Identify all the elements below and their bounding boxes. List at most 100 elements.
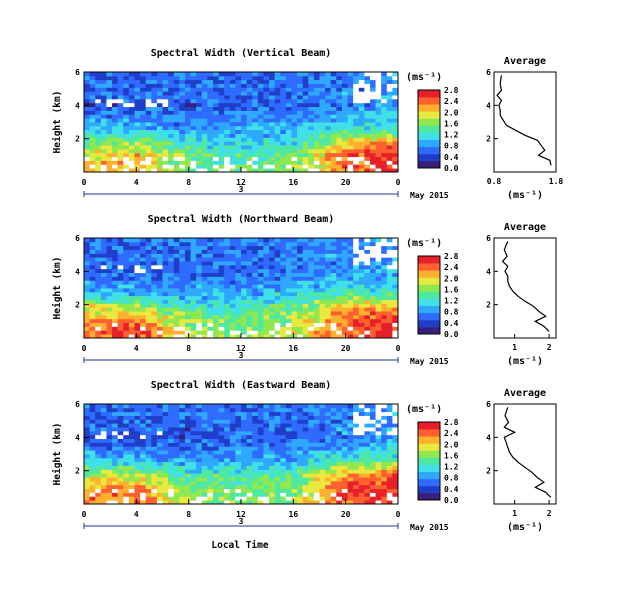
- heatmap-cell: [308, 330, 315, 335]
- heatmap-cell: [325, 311, 332, 316]
- heatmap-cell: [341, 465, 348, 470]
- heatmap-cell: [145, 322, 152, 327]
- heatmap-cell: [386, 430, 393, 436]
- heatmap-cell: [201, 404, 208, 409]
- heatmap-cell: [235, 75, 242, 81]
- heatmap-cell: [246, 160, 253, 165]
- heatmap-cell: [269, 465, 276, 470]
- heatmap-cell: [179, 75, 186, 81]
- heatmap-cell: [330, 311, 337, 316]
- heatmap-cell: [252, 268, 259, 274]
- heatmap-cell: [353, 303, 360, 308]
- heatmap-cell: [269, 79, 276, 84]
- heatmap-cell: [179, 284, 186, 289]
- heatmap-cell: [128, 454, 135, 459]
- heatmap-cell: [128, 442, 135, 447]
- heatmap-cell: [95, 299, 102, 304]
- heatmap-cell: [341, 118, 348, 123]
- heatmap-cell: [140, 141, 147, 146]
- heatmap-cell: [308, 137, 315, 142]
- heatmap-cell: [212, 450, 219, 455]
- heatmap-cell: [173, 415, 180, 420]
- heatmap-cell: [201, 276, 208, 281]
- heatmap-cell: [212, 122, 219, 127]
- heatmap-cell: [117, 137, 124, 142]
- heatmap-cell: [196, 484, 203, 490]
- heatmap-cell: [212, 311, 219, 316]
- heatmap-cell: [128, 145, 135, 150]
- heatmap-cell: [319, 241, 326, 247]
- heatmap-cell: [364, 91, 371, 96]
- heatmap-cell: [347, 83, 354, 88]
- heatmap-cell: [375, 454, 382, 459]
- heatmap-cell: [252, 488, 259, 493]
- heatmap-cell: [212, 411, 219, 416]
- heatmap-cell: [381, 276, 388, 281]
- heatmap-cell: [106, 450, 113, 455]
- heatmap-cell: [179, 245, 186, 250]
- heatmap-cell: [341, 87, 348, 92]
- heatmap-cell: [100, 480, 107, 486]
- heatmap-cell: [297, 98, 304, 104]
- heatmap-cell: [128, 91, 135, 96]
- heatmap-cell: [207, 125, 214, 131]
- heatmap-cell: [274, 122, 281, 127]
- heatmap-cell: [252, 272, 259, 277]
- heatmap-cell: [246, 249, 253, 254]
- heatmap-cell: [100, 477, 107, 482]
- heatmap-cell: [336, 276, 343, 281]
- heatmap-cell: [246, 110, 253, 115]
- heatmap-cell: [196, 238, 203, 243]
- heatmap-cell: [84, 457, 91, 463]
- heatmap-cell: [100, 87, 107, 92]
- heatmap-cell: [241, 461, 248, 466]
- heatmap-cell: [263, 457, 270, 463]
- heatmap-cell: [168, 160, 175, 165]
- heatmap-cell: [184, 118, 191, 123]
- heatmap-cell: [162, 423, 169, 428]
- heatmap-cell: [95, 295, 102, 300]
- heatmap-cell: [241, 276, 248, 281]
- heatmap-cell: [302, 334, 309, 339]
- heatmap-cell: [392, 299, 399, 304]
- heatmap-cell: [313, 314, 320, 320]
- heatmap-cell: [156, 465, 163, 470]
- heatmap-cell: [95, 492, 102, 497]
- heatmap-cell: [84, 264, 91, 270]
- heatmap-cell: [84, 318, 91, 324]
- heatmap-cell: [100, 488, 107, 493]
- heatmap-cell: [381, 419, 388, 424]
- heatmap-cell: [173, 500, 180, 505]
- heatmap-cell: [263, 148, 270, 154]
- heatmap-cell: [100, 284, 107, 289]
- heatmap-cell: [358, 257, 365, 262]
- heatmap-cell: [201, 106, 208, 111]
- heatmap-cell: [112, 291, 119, 297]
- heatmap-cell: [369, 110, 376, 115]
- heatmap-cell: [325, 98, 332, 104]
- heatmap-cell: [257, 307, 264, 312]
- colorbar-tick-label: 0.0: [444, 330, 459, 339]
- heatmap-cell: [252, 473, 259, 478]
- heatmap-cell: [381, 318, 388, 324]
- heatmap-cell: [302, 291, 309, 297]
- heatmap-cell: [291, 122, 298, 127]
- heatmap-cell: [190, 122, 197, 127]
- heatmap-cell: [196, 249, 203, 254]
- heatmap-cell: [358, 484, 365, 490]
- heatmap-cell: [207, 438, 214, 443]
- heatmap-cell: [190, 334, 197, 339]
- heatmap-cell: [386, 438, 393, 443]
- heatmap-cell: [162, 334, 169, 339]
- heatmap-cell: [89, 125, 96, 131]
- heatmap-cell: [375, 492, 382, 497]
- heatmap-cell: [100, 427, 107, 432]
- heatmap-cell: [112, 133, 119, 138]
- heatmap-cell: [280, 122, 287, 127]
- heatmap-cell: [168, 492, 175, 497]
- heatmap-cell: [95, 87, 102, 92]
- heatmap-cell: [369, 299, 376, 304]
- heatmap-cell: [201, 264, 208, 270]
- heatmap-cell: [89, 492, 96, 497]
- heatmap-cell: [212, 102, 219, 108]
